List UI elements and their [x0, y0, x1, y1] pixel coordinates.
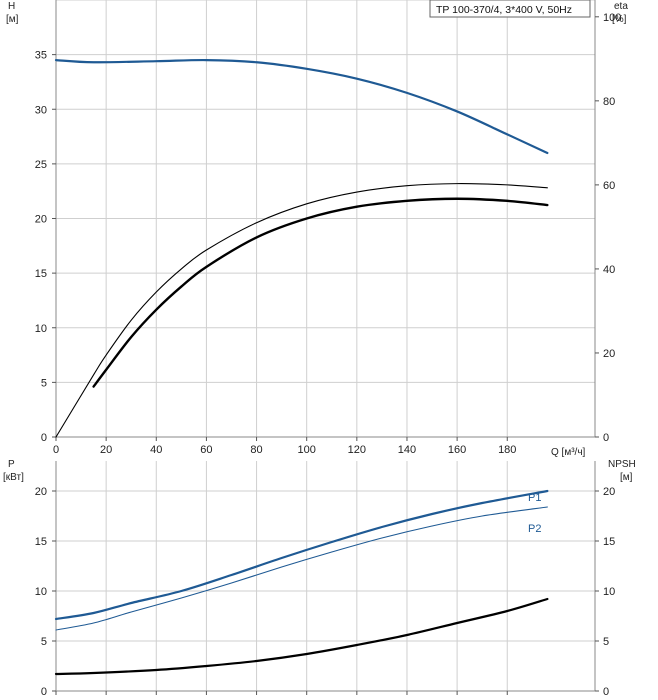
upper-left-tick-label: 0	[41, 432, 47, 444]
upper-left-tick-label: 5	[41, 377, 47, 389]
lower-right-tick-label: 15	[603, 536, 615, 548]
upper-panel: 0 5 10 15 20 25 30 35 0 20 40 60 80 100 0 20 40 60 80 100 12…	[35, 0, 621, 456]
efficiency-thick-curve	[92, 197, 549, 388]
upper-right-tick-label: 20	[603, 348, 615, 360]
legend-text: TP 100-370/4, 3*400 V, 50Hz	[436, 4, 572, 16]
lower-right-tick-label: 0	[603, 686, 609, 698]
lower-panel: 0 5 10 15 20 0 5 10 15 20	[35, 461, 615, 698]
upper-right-tick-label: 60	[603, 180, 615, 192]
eta-axis-label: eta	[614, 1, 628, 12]
upper-x-tick-label: 40	[150, 444, 162, 456]
lower-left-tick-label: 10	[35, 586, 47, 598]
eta-axis-unit: [%]	[612, 14, 627, 25]
upper-x-tick-label: 160	[448, 444, 466, 456]
upper-left-tick-label: 30	[35, 104, 47, 116]
head-curve	[54, 58, 549, 155]
p2-series-label: P2	[528, 523, 541, 535]
upper-left-tick-label: 35	[35, 50, 47, 62]
power-axis-label: P	[8, 459, 15, 470]
P1-curve	[54, 489, 549, 621]
npsh-axis-label: NPSH	[608, 459, 636, 470]
upper-right-tick-label: 80	[603, 96, 615, 108]
upper-left-tick-label: 25	[35, 159, 47, 171]
upper-x-tick-label: 120	[348, 444, 366, 456]
upper-left-tick-label: 10	[35, 323, 47, 335]
p1-series-label: P1	[528, 492, 541, 504]
efficiency-thin-curve	[55, 183, 548, 438]
upper-x-tick-label: 80	[250, 444, 262, 456]
lower-right-tick-label: 10	[603, 586, 615, 598]
upper-right-tick-label: 40	[603, 264, 615, 276]
legend-box	[429, 0, 591, 18]
lower-right-tick-label: 20	[603, 486, 615, 498]
upper-right-tick-label: 100	[603, 12, 621, 24]
upper-x-tick-label: 140	[398, 444, 416, 456]
upper-left-tick-label: 15	[35, 268, 47, 280]
P2-curve	[55, 506, 548, 631]
power-axis-unit: [кВт]	[3, 472, 24, 483]
lower-left-tick-label: 20	[35, 486, 47, 498]
flow-axis-label: Q [м³/ч]	[551, 447, 586, 458]
upper-left-tick-label: 20	[35, 214, 47, 226]
lower-left-tick-label: 0	[41, 686, 47, 698]
upper-x-tick-label: 20	[100, 444, 112, 456]
upper-x-tick-label: 60	[200, 444, 212, 456]
upper-x-tick-label: 0	[53, 444, 59, 456]
upper-x-tick-label: 180	[498, 444, 516, 456]
npsh-axis-unit: [м]	[620, 472, 633, 483]
upper-right-tick-label: 0	[603, 432, 609, 444]
upper-x-tick-label: 100	[298, 444, 316, 456]
lower-left-tick-label: 5	[41, 636, 47, 648]
NPSH-curve	[54, 597, 549, 676]
head-axis-label: H	[8, 1, 15, 12]
head-axis-unit: [м]	[6, 14, 19, 25]
lower-left-tick-label: 15	[35, 536, 47, 548]
lower-right-tick-label: 5	[603, 636, 609, 648]
